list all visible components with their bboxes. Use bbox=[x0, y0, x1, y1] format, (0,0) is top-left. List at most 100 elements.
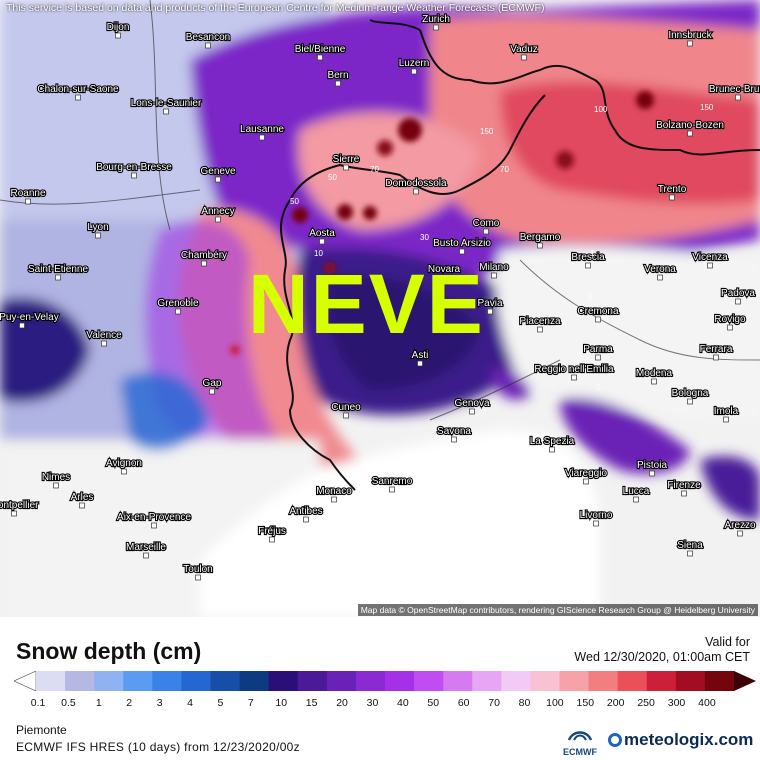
city-label: Bologna bbox=[672, 388, 709, 399]
city-marker bbox=[417, 360, 423, 367]
city-marker bbox=[723, 416, 729, 423]
snow-fields bbox=[0, 0, 760, 617]
city-marker bbox=[649, 470, 655, 477]
map-attribution[interactable]: Map data © OpenStreetMap contributors, r… bbox=[357, 604, 758, 616]
scale-tick-label: 70 bbox=[488, 697, 500, 709]
city-57: Sanremo bbox=[371, 475, 414, 493]
city-0: Dijon bbox=[106, 21, 130, 39]
city-59: Arles bbox=[70, 491, 94, 509]
city-marker bbox=[483, 228, 489, 235]
city-label: Besancon bbox=[186, 32, 230, 43]
scale-segment bbox=[210, 671, 241, 691]
city-label: Roanne bbox=[10, 188, 45, 199]
city-label: Brunec-Bruni bbox=[709, 84, 760, 95]
city-56: Monaco bbox=[315, 485, 353, 503]
scale-segment bbox=[65, 671, 95, 691]
city-25: Brescia bbox=[570, 251, 606, 269]
city-marker bbox=[707, 262, 713, 269]
city-20: Aosta bbox=[308, 227, 336, 245]
city-marker bbox=[583, 478, 589, 485]
city-label: Chambéry bbox=[181, 250, 227, 261]
city-label: Lucca bbox=[623, 486, 650, 497]
scale-segment bbox=[414, 671, 444, 691]
city-marker bbox=[657, 274, 663, 281]
city-label: Bergamo bbox=[520, 232, 561, 243]
meteologix-text: meteologix.com bbox=[624, 730, 754, 749]
scale-tick-label: 400 bbox=[698, 697, 716, 709]
scale-tick-label: 3 bbox=[156, 697, 163, 709]
city-marker bbox=[209, 388, 215, 395]
contour-label: 50 bbox=[290, 197, 299, 206]
scale-segment bbox=[443, 671, 473, 691]
city-37: Piacenza bbox=[518, 315, 562, 333]
city-marker bbox=[389, 486, 395, 493]
city-label: Pistoia bbox=[637, 460, 667, 471]
city-17: Trento bbox=[657, 183, 688, 201]
city-label: Savona bbox=[437, 426, 471, 437]
ecmwf-logo: ECMWF bbox=[557, 728, 603, 757]
city-label: Aix-en-Provence bbox=[117, 512, 191, 523]
city-marker bbox=[687, 130, 693, 137]
city-label: Padova bbox=[721, 288, 755, 299]
city-marker bbox=[201, 260, 207, 267]
city-16: Geneve bbox=[199, 165, 237, 183]
scale-tick-label: 300 bbox=[667, 697, 686, 709]
city-marker bbox=[11, 510, 17, 517]
snow-depth-map[interactable]: Dijon Besancon Biel/Bienne Zurich Vaduz Innsb… bbox=[0, 0, 760, 617]
scale-tick-label: 20 bbox=[336, 697, 348, 709]
city-49: Imola bbox=[713, 405, 740, 423]
city-label: Milano bbox=[479, 262, 509, 273]
city-label: Parma bbox=[583, 344, 613, 355]
city-label: Livorno bbox=[580, 510, 613, 521]
city-label: Modena bbox=[636, 368, 673, 379]
city-label: Avignon bbox=[106, 458, 142, 469]
city-marker bbox=[259, 134, 265, 141]
scale-segment bbox=[675, 671, 706, 691]
scale-segment bbox=[326, 671, 357, 691]
scale-tick-label: 150 bbox=[576, 697, 595, 709]
city-label: Aosta bbox=[309, 228, 335, 239]
city-2: Biel/Bienne bbox=[294, 43, 347, 61]
city-label: Bolzano-Bozen bbox=[656, 120, 724, 131]
city-36: Grenoble bbox=[156, 297, 200, 315]
city-label: Vaduz bbox=[510, 44, 538, 55]
city-label: Fréjus bbox=[258, 526, 286, 537]
city-7: Lons-le-Saunier bbox=[130, 97, 203, 115]
city-65: Arezzo bbox=[723, 519, 757, 537]
scale-segment bbox=[94, 671, 124, 691]
city-54: Nimes bbox=[41, 471, 71, 489]
city-63: Aix-en-Provence bbox=[116, 511, 192, 529]
meteologix-logo[interactable]: meteologix.com bbox=[608, 730, 753, 750]
city-label: Monaco bbox=[316, 486, 352, 497]
city-marker bbox=[687, 40, 693, 47]
city-marker bbox=[343, 412, 349, 419]
city-label: Como bbox=[473, 218, 500, 229]
city-marker bbox=[335, 80, 341, 87]
scale-segment bbox=[530, 671, 560, 691]
city-67: Marseille bbox=[125, 541, 168, 559]
scale-tick-label: 30 bbox=[366, 697, 379, 709]
city-marker bbox=[115, 32, 121, 39]
city-marker bbox=[343, 164, 349, 171]
valid-label: Valid for bbox=[705, 635, 750, 649]
city-13: Domodossola bbox=[384, 177, 448, 195]
city-label: Arles bbox=[71, 492, 94, 503]
city-marker bbox=[121, 468, 127, 475]
city-14: Bolzano-Bozen bbox=[655, 119, 725, 137]
contour-label: 50 bbox=[328, 173, 337, 182]
scale-tick-label: 10 bbox=[275, 697, 288, 709]
city-label: Domodossola bbox=[385, 178, 447, 189]
city-label: Novara bbox=[428, 264, 461, 275]
scale-segment bbox=[152, 671, 182, 691]
city-46: Bologna bbox=[671, 387, 710, 405]
city-50: Savona bbox=[436, 425, 472, 443]
city-label: Cremona bbox=[577, 306, 619, 317]
contour-label: 1 bbox=[590, 249, 595, 258]
city-34: Cremona bbox=[576, 305, 620, 323]
snow-peaks bbox=[230, 91, 654, 355]
scale-tick-label: 200 bbox=[606, 697, 625, 709]
scale-max-arrow bbox=[734, 671, 756, 691]
city-label: Nimes bbox=[42, 472, 70, 483]
ecmwf-logo-text: ECMWF bbox=[563, 747, 597, 757]
city-marker bbox=[451, 436, 457, 443]
